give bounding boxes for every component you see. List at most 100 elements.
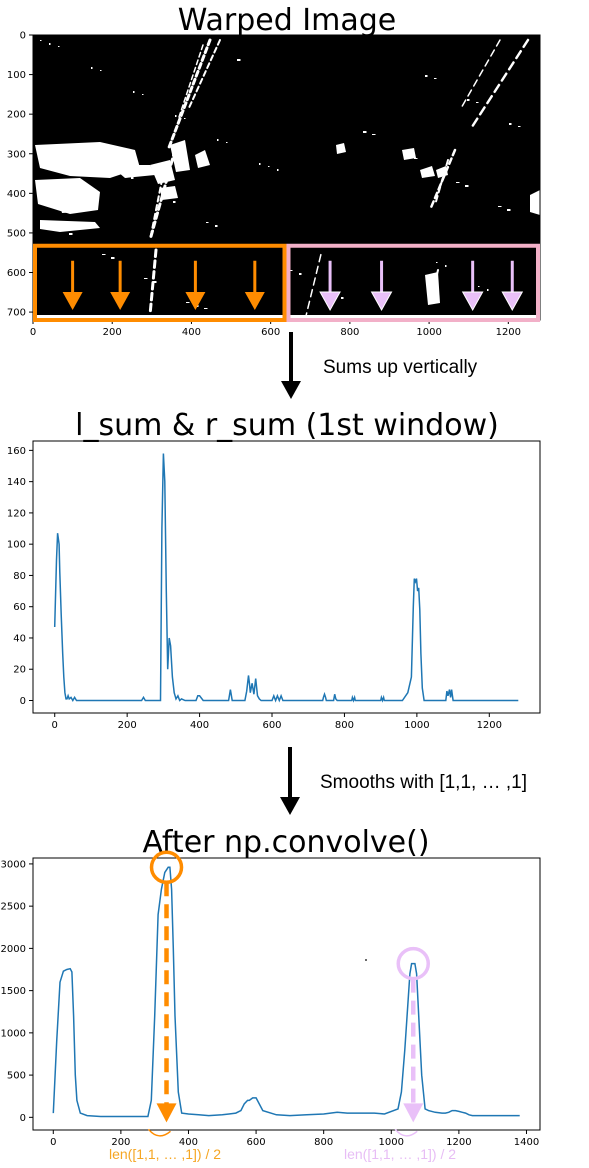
lane-pixel-speck <box>476 102 479 103</box>
y-tick-label: 0 <box>20 1113 26 1124</box>
lane-pixel-streak <box>167 140 173 149</box>
lane-pixel-streak <box>195 59 199 66</box>
y-tick-label: 0 <box>20 696 26 707</box>
convolve-chart-ticks: 0 200 400 600 800 1000 1200 1400 0 500 1000 1500 200… <box>1 859 540 1148</box>
lane-pixel-streak <box>522 38 530 48</box>
down-arrow-head <box>501 291 524 312</box>
lane-pixel-streak <box>315 265 319 275</box>
x-tick-label: 0 <box>52 720 58 731</box>
lane-pixel-speck <box>131 177 134 179</box>
lane-pixel-streak <box>305 312 308 315</box>
lane-pixel-speck <box>122 174 125 175</box>
down-arrow-head <box>370 291 393 312</box>
lane-pixel-speck <box>277 169 279 171</box>
sum-chart-frame <box>32 440 541 714</box>
lane-pixel-streak <box>206 38 212 47</box>
lane-pixel-speck <box>173 201 176 203</box>
sum-arrow-head <box>281 381 301 399</box>
x-tick-label: 800 <box>340 327 359 338</box>
lane-pixel-speck <box>142 94 144 95</box>
lane-pixel-speck <box>237 59 241 61</box>
lane-pixel-streak <box>203 46 209 55</box>
lane-pixel-blob <box>336 143 346 154</box>
offset-curve <box>147 1128 171 1137</box>
y-tick-label: 80 <box>13 571 26 582</box>
lane-pixel-streak <box>152 220 157 229</box>
lane-pixel-speck <box>69 233 73 235</box>
lane-pixel-streak <box>435 195 439 203</box>
convolve-chart-title: After np.convolve() <box>142 825 429 860</box>
lane-pixel-speck <box>133 91 135 93</box>
lane-pixel-streak <box>149 230 153 238</box>
lane-pixel-speck <box>217 139 219 141</box>
y-tick-label: 500 <box>7 1071 26 1082</box>
lane-pixel-streak <box>153 248 158 258</box>
sum-chart-title: l_sum & r_sum (1st window) <box>75 408 499 443</box>
lane-pixel-streak <box>430 200 435 208</box>
y-tick-label: 40 <box>13 633 26 644</box>
lane-pixel-blob <box>60 205 82 213</box>
lane-pixel-blob <box>160 186 178 200</box>
lane-pixel-streak <box>472 79 478 87</box>
left-window-box <box>33 243 287 322</box>
lane-pixel-speck <box>436 262 438 263</box>
x-tick-label: 1000 <box>404 720 429 731</box>
y-tick-label: 140 <box>7 477 26 488</box>
lane-pixel-streak <box>484 59 490 67</box>
lane-pixel-streak <box>486 95 493 105</box>
sums-note: Sums up vertically <box>323 357 478 378</box>
lane-pixel-blob <box>402 148 416 160</box>
lane-pixel-speck <box>40 40 42 41</box>
lane-pixel-speck <box>372 134 376 135</box>
lane-pixel-streak <box>478 106 486 116</box>
lane-pixel-streak <box>154 204 158 212</box>
sum-series-line <box>53 453 519 703</box>
lane-pixel-streak <box>445 159 449 167</box>
lane-pixel-speck <box>49 43 51 45</box>
x-tick-label: 200 <box>103 327 122 338</box>
peak-markers <box>147 850 430 1137</box>
lane-pixel-streak <box>185 89 189 96</box>
lane-pixel-streak <box>318 253 322 263</box>
lane-pixel-streak <box>169 157 174 166</box>
x-tick-label: 1000 <box>416 327 441 338</box>
lane-pixel-speck <box>456 182 460 183</box>
lane-pixel-streak <box>182 101 188 110</box>
lane-pixel-streak <box>152 259 157 269</box>
y-tick-label: 300 <box>7 149 26 160</box>
lane-pixel-streak <box>199 77 204 85</box>
lane-pixel-streak <box>312 277 316 286</box>
lane-pixel-streak <box>190 74 194 81</box>
lane-pixel-streak <box>437 186 442 194</box>
lane-pixel-streak <box>156 195 160 203</box>
window-arrows <box>62 260 524 312</box>
lane-pixel-blobs <box>35 38 540 315</box>
lane-pixel-speck <box>91 67 93 69</box>
lane-pixel-blob <box>35 178 100 214</box>
lane-pixel-streak <box>195 85 200 93</box>
convolve-chart-frame <box>32 857 541 1131</box>
lane-pixel-streak <box>495 39 501 47</box>
x-tick-label: 1400 <box>514 1137 539 1148</box>
lane-pixel-streak <box>148 302 153 313</box>
lane-pixel-streak <box>183 96 187 103</box>
lane-pixel-streak <box>157 202 162 211</box>
lane-pixel-speck <box>144 278 148 279</box>
lane-pixel-blob <box>150 160 175 184</box>
lane-pixel-streak <box>154 211 159 220</box>
right-window-box <box>286 243 540 322</box>
lane-pixel-speck <box>102 254 106 255</box>
lane-pixel-streak <box>209 54 214 62</box>
smooth-note: Smooths with [1,1, … ,1] <box>320 772 527 793</box>
lane-pixel-blob <box>110 165 155 178</box>
down-arrow-head <box>244 292 265 310</box>
lane-pixel-streak <box>188 85 194 94</box>
lane-pixel-streak <box>471 117 479 127</box>
lane-pixel-streak <box>188 81 192 88</box>
down-arrow-head <box>461 291 484 312</box>
peak-drop-arrowhead <box>156 1103 177 1123</box>
lane-pixel-streak <box>185 93 191 102</box>
lane-pixel-speck <box>467 99 470 101</box>
lane-pixel-blob <box>425 272 440 305</box>
